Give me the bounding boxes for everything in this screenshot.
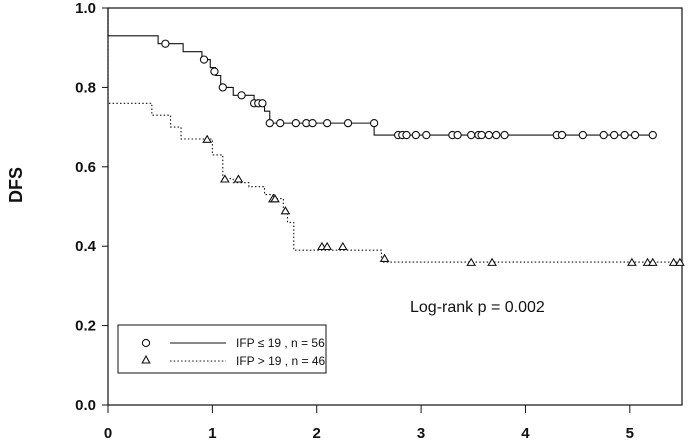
series-2-censor-triangle-icon — [280, 206, 291, 215]
legend-marker-triangle-icon — [141, 354, 151, 364]
y-tick-label: 0.0 — [75, 397, 96, 414]
series-1-censor-circle-icon — [276, 118, 285, 128]
x-tick-label: 5 — [626, 425, 634, 442]
series-2-censor-triangle-icon — [675, 257, 685, 266]
y-tick-label: 0.8 — [75, 79, 96, 96]
series-1-censor-circle-icon — [492, 130, 501, 140]
series-1-censor-circle-icon — [610, 130, 619, 140]
series-2-censor-triangle-icon — [270, 194, 280, 203]
legend-label-2: IFP > 19 , n = 46 — [236, 354, 326, 368]
legend: IFP ≤ 19 , n = 56 IFP > 19 , n = 46 — [117, 324, 327, 374]
series-2-censor-triangle-icon — [322, 241, 333, 251]
y-axis-ticks: 0.0 0.2 0.4 0.6 0.8 1.0 — [75, 0, 108, 414]
series-2-censor-triangle-icon — [379, 253, 390, 262]
series-1-censor-circle-icon — [308, 118, 317, 128]
series-2-censor-triangle-icon — [487, 257, 497, 266]
y-tick-label: 0.2 — [75, 318, 96, 335]
series-2-censor-triangle-icon — [337, 241, 348, 251]
series-1-censor-circle-icon — [467, 130, 476, 140]
series-2-censor-triangle-icon — [233, 174, 244, 183]
series-2-censor-triangle-icon — [647, 257, 658, 266]
x-tick-label: 3 — [417, 425, 425, 442]
series-2-censor-triangle-icon — [202, 134, 213, 143]
x-tick-label: 2 — [313, 425, 321, 442]
series-1-censor-circle-icon — [477, 130, 486, 140]
series-1-censor-circle-icon — [422, 130, 431, 140]
series-1-censor-circle-icon — [265, 118, 274, 128]
series-1-censor-circle-icon — [557, 130, 567, 140]
series-1-censor-circle-icon — [599, 130, 608, 140]
y-tick-label: 1.0 — [75, 0, 96, 17]
series-1-censor-circle-icon — [258, 99, 267, 108]
series-1-line — [107, 8, 656, 136]
series-1-censor-circle-icon — [484, 130, 494, 140]
series-1-censor-circle-icon — [648, 130, 657, 140]
x-tick-label: 1 — [208, 425, 216, 442]
series-2-line — [107, 8, 682, 263]
series-1-censor-circle-icon — [402, 130, 411, 140]
plot-frame — [107, 7, 683, 406]
series-1-censor-circle-icon — [237, 91, 246, 100]
series-2-censor-triangle-icon — [627, 257, 637, 266]
series-1-censor-circle-icon — [369, 118, 379, 128]
logrank-annotation: Log-rank p = 0.002 — [410, 299, 545, 316]
legend-marker-circle-icon — [141, 338, 151, 348]
legend-label-1: IFP ≤ 19 , n = 56 — [236, 336, 325, 350]
series-2-censor-triangle-icon — [220, 174, 230, 183]
series-1-censor-circle-icon — [578, 130, 588, 140]
series-1-censor-circle-icon — [411, 130, 421, 140]
legend-box — [117, 324, 327, 374]
x-axis-ticks: 0 1 2 3 4 5 — [104, 405, 634, 442]
x-tick-label: 4 — [521, 425, 530, 442]
series-1-censor-circle-icon — [161, 39, 170, 48]
series-1-censor-circle-icon — [210, 67, 219, 76]
series-1-censor-circle-icon — [630, 130, 640, 140]
series-1 — [107, 8, 657, 140]
series-2 — [107, 8, 685, 266]
series-1-censor-circle-icon — [199, 55, 209, 64]
series-1-censor-circle-icon — [453, 130, 462, 140]
series-1-censor-circle-icon — [500, 130, 509, 140]
series-1-censor-circle-icon — [343, 118, 353, 128]
series-2-censor-triangle-icon — [668, 257, 679, 266]
series-1-censor-circle-icon — [620, 130, 629, 140]
series-1-censor-circle-icon — [323, 118, 332, 128]
y-axis-title: DFS — [6, 167, 26, 203]
series-1-censor-circle-icon — [291, 118, 301, 128]
series-2-censor-triangle-icon — [466, 257, 477, 266]
y-tick-label: 0.6 — [75, 159, 96, 176]
x-tick-label: 0 — [104, 425, 112, 442]
series-1-censor-circle-icon — [218, 83, 227, 92]
y-tick-label: 0.4 — [75, 238, 97, 255]
